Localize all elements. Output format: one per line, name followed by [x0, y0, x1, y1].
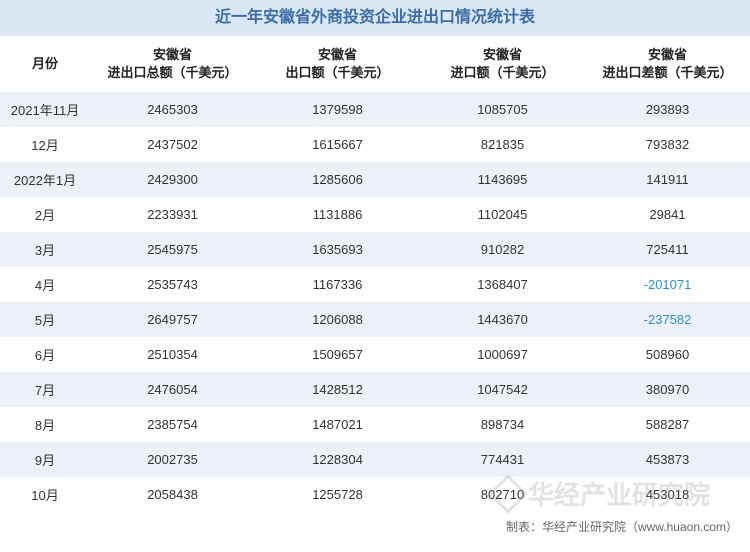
table-row: 3月25459751635693910282725411 [0, 232, 750, 267]
table-cell: 802710 [420, 477, 585, 512]
table-cell: 1285606 [255, 162, 420, 197]
table-cell: 1000697 [420, 337, 585, 372]
table-row: 10月20584381255728802710453018 [0, 477, 750, 512]
table-cell: 910282 [420, 232, 585, 267]
col-header-month: 月份 [0, 36, 90, 92]
table-row: 5月264975712060881443670-237582 [0, 302, 750, 337]
table-cell: 2002735 [90, 442, 255, 477]
table-cell: 6月 [0, 337, 90, 372]
col-header-total: 安徽省进出口总额（千美元） [90, 36, 255, 92]
col-header-diff: 安徽省进出口差额（千美元） [585, 36, 750, 92]
table-cell: 2021年11月 [0, 92, 90, 127]
table-row: 2022年1月242930012856061143695141911 [0, 162, 750, 197]
table-cell: 1228304 [255, 442, 420, 477]
table-cell: -201071 [585, 267, 750, 302]
table-cell: 4月 [0, 267, 90, 302]
col-header-import: 安徽省进口额（千美元） [420, 36, 585, 92]
data-table: 月份 安徽省进出口总额（千美元） 安徽省出口额（千美元） 安徽省进口额（千美元）… [0, 36, 750, 512]
table-cell: 12月 [0, 127, 90, 162]
table-cell: 1167336 [255, 267, 420, 302]
table-cell: 2649757 [90, 302, 255, 337]
table-cell: -237582 [585, 302, 750, 337]
table-cell: 453018 [585, 477, 750, 512]
table-cell: 1131886 [255, 197, 420, 232]
table-footer: 制表：华经产业研究院（www.huaon.com） [0, 512, 750, 541]
table-row: 2021年11月246530313795981085705293893 [0, 92, 750, 127]
table-cell: 2429300 [90, 162, 255, 197]
table-cell: 588287 [585, 407, 750, 442]
table-cell: 380970 [585, 372, 750, 407]
table-row: 8月23857541487021898734588287 [0, 407, 750, 442]
table-cell: 2022年1月 [0, 162, 90, 197]
table-cell: 2465303 [90, 92, 255, 127]
table-cell: 5月 [0, 302, 90, 337]
table-cell: 2545975 [90, 232, 255, 267]
table-cell: 793832 [585, 127, 750, 162]
table-row: 7月247605414285121047542380970 [0, 372, 750, 407]
table-cell: 1428512 [255, 372, 420, 407]
table-cell: 453873 [585, 442, 750, 477]
table-cell: 2476054 [90, 372, 255, 407]
table-title: 近一年安徽省外商投资企业进出口情况统计表 [0, 0, 750, 36]
table-row: 4月253574311673361368407-201071 [0, 267, 750, 302]
table-cell: 1102045 [420, 197, 585, 232]
table-cell: 2510354 [90, 337, 255, 372]
table-cell: 1368407 [420, 267, 585, 302]
table-cell: 1047542 [420, 372, 585, 407]
table-cell: 1206088 [255, 302, 420, 337]
table-row: 6月251035415096571000697508960 [0, 337, 750, 372]
table-cell: 1143695 [420, 162, 585, 197]
table-cell: 2437502 [90, 127, 255, 162]
table-cell: 2月 [0, 197, 90, 232]
table-cell: 293893 [585, 92, 750, 127]
table-cell: 1487021 [255, 407, 420, 442]
table-cell: 1085705 [420, 92, 585, 127]
table-cell: 1255728 [255, 477, 420, 512]
table-cell: 29841 [585, 197, 750, 232]
table-cell: 898734 [420, 407, 585, 442]
table-row: 2月22339311131886110204529841 [0, 197, 750, 232]
table-cell: 774431 [420, 442, 585, 477]
table-body: 2021年11月24653031379598108570529389312月24… [0, 92, 750, 512]
table-cell: 10月 [0, 477, 90, 512]
table-cell: 141911 [585, 162, 750, 197]
table-cell: 1635693 [255, 232, 420, 267]
table-cell: 9月 [0, 442, 90, 477]
header-row: 月份 安徽省进出口总额（千美元） 安徽省出口额（千美元） 安徽省进口额（千美元）… [0, 36, 750, 92]
table-cell: 725411 [585, 232, 750, 267]
table-cell: 2535743 [90, 267, 255, 302]
table-cell: 2233931 [90, 197, 255, 232]
table-cell: 3月 [0, 232, 90, 267]
col-header-export: 安徽省出口额（千美元） [255, 36, 420, 92]
table-cell: 1443670 [420, 302, 585, 337]
table-cell: 2385754 [90, 407, 255, 442]
table-cell: 1509657 [255, 337, 420, 372]
table-cell: 2058438 [90, 477, 255, 512]
table-container: 近一年安徽省外商投资企业进出口情况统计表 月份 安徽省进出口总额（千美元） 安徽… [0, 0, 750, 552]
table-cell: 1379598 [255, 92, 420, 127]
table-cell: 1615667 [255, 127, 420, 162]
table-row: 12月24375021615667821835793832 [0, 127, 750, 162]
table-cell: 821835 [420, 127, 585, 162]
table-cell: 508960 [585, 337, 750, 372]
table-cell: 8月 [0, 407, 90, 442]
table-header: 月份 安徽省进出口总额（千美元） 安徽省出口额（千美元） 安徽省进口额（千美元）… [0, 36, 750, 92]
table-cell: 7月 [0, 372, 90, 407]
table-row: 9月20027351228304774431453873 [0, 442, 750, 477]
